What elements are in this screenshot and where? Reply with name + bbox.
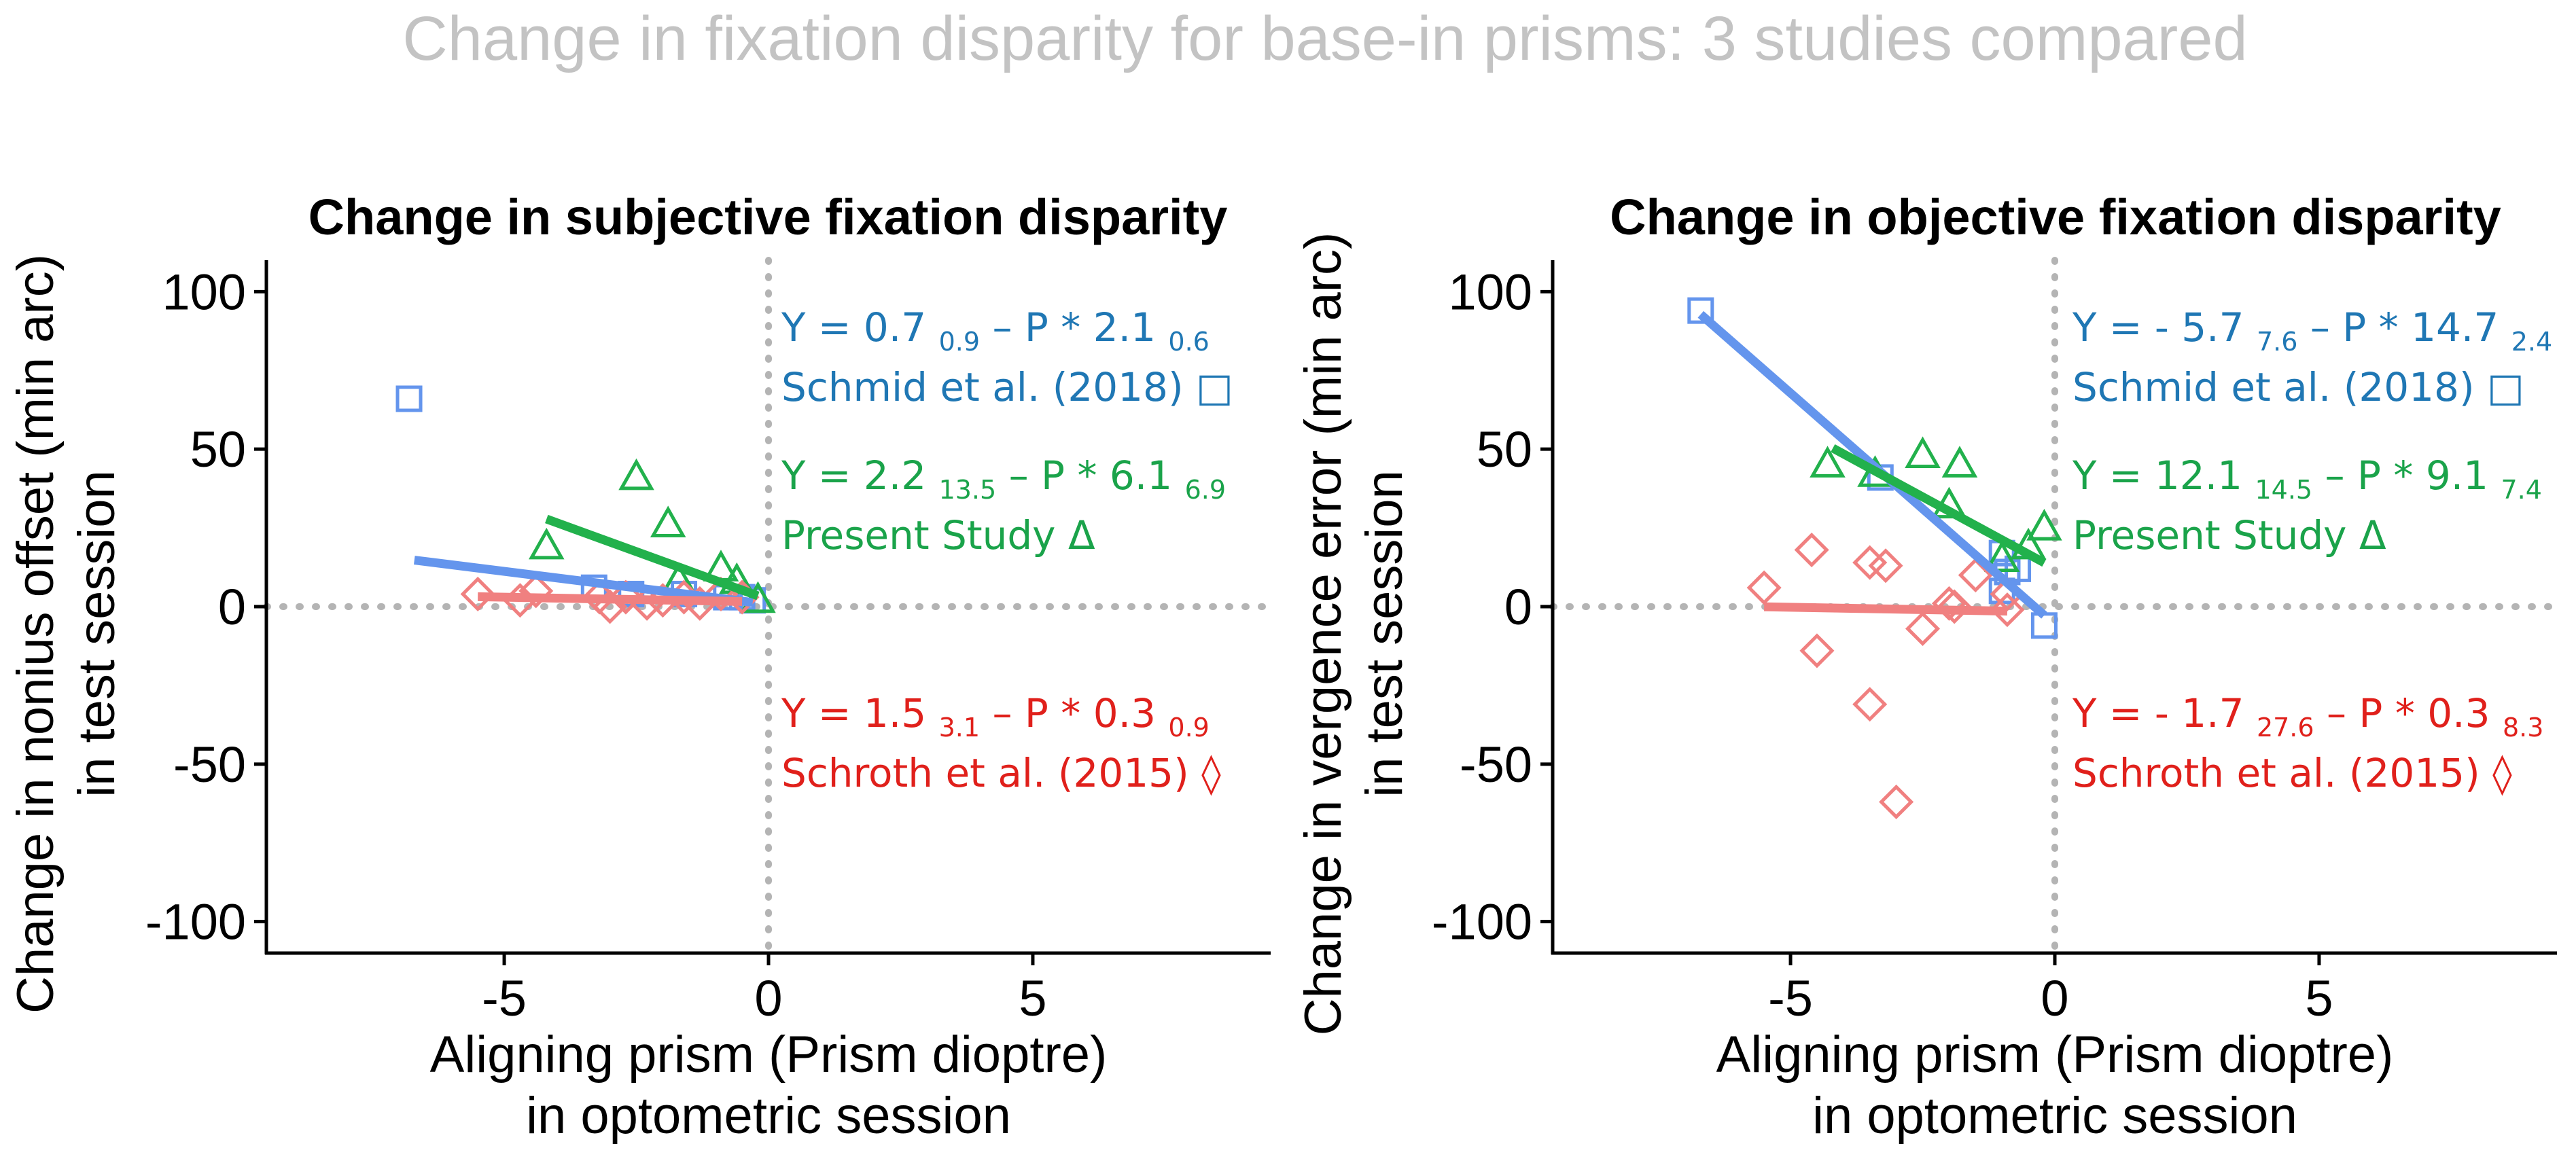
regression-equation-schmid: Y = 0.7 0.9 – P * 2.1 0.6 (781, 304, 1210, 357)
equation-intercept-se: 27.6 (2257, 713, 2314, 742)
y-axis-label-line: in test session (1356, 470, 1413, 798)
y-tick-label: 0 (218, 579, 246, 635)
regression-equation-schmid: Y = - 5.7 7.6 – P * 14.7 2.4 (2072, 304, 2552, 357)
y-tick-label: 100 (1449, 264, 1532, 320)
regression-equation-schroth: Y = 1.5 3.1 – P * 0.3 0.9 (781, 690, 1210, 742)
equation-slope-se: 0.6 (1168, 327, 1209, 357)
y-axis-label: Change in vergence error (min arc)in tes… (1294, 232, 1413, 1036)
x-tick-label: -5 (1768, 970, 1813, 1026)
equation-slope-se: 7.4 (2501, 475, 2542, 505)
equation-slope: – P * 14.7 (2297, 304, 2511, 351)
equation-slope-se: 2.4 (2511, 327, 2552, 357)
legend-label-present: Present Study Δ (2072, 512, 2386, 558)
regression-equation-present: Y = 2.2 13.5 – P * 6.1 6.9 (781, 452, 1226, 505)
y-tick-label: 50 (190, 421, 246, 478)
equation-intercept-se: 0.9 (939, 327, 980, 357)
equation-intercept: Y = 1.5 (781, 690, 939, 736)
regression-line-present (545, 514, 760, 601)
equation-intercept: Y = 0.7 (781, 304, 939, 351)
data-point-diamond (460, 576, 495, 611)
equation-slope: – P * 0.3 (980, 690, 1168, 736)
x-tick-label: 0 (2041, 970, 2068, 1026)
y-tick-label: -100 (145, 894, 246, 950)
data-point-diamond (1794, 533, 1829, 568)
data-point-triangle (529, 527, 565, 560)
y-axis-label: Change in nonius offset (min arc)in test… (7, 254, 126, 1014)
x-tick-label: -5 (482, 970, 527, 1026)
y-tick-label: 0 (1504, 579, 1532, 635)
x-axis-label: Aligning prism (Prism dioptre) in optomet… (1716, 1026, 2394, 1145)
equation-slope: – P * 9.1 (2312, 452, 2501, 499)
equation-intercept-se: 13.5 (939, 475, 997, 505)
data-point-diamond (1799, 633, 1835, 668)
panels: Change in subjective fixation disparity 1… (7, 189, 2560, 1145)
regression-line-schmid (414, 556, 754, 607)
y-axis-label-line: in test session (68, 470, 126, 798)
data-point-diamond (1879, 784, 1914, 819)
data-point-diamond (518, 573, 554, 609)
x-axis-label-line: Aligning prism (Prism dioptre) (1716, 1026, 2394, 1084)
data-point-diamond (1990, 592, 2025, 628)
data-point-triangle (2026, 509, 2062, 541)
legend-label-schroth: Schroth et al. (2015) ◊ (781, 750, 1221, 796)
data-point-triangle (1941, 446, 1978, 478)
y-axis-label-line: Change in nonius offset (min arc) (7, 254, 65, 1014)
equation-slope: – P * 6.1 (996, 452, 1184, 499)
legend-label-schmid: Schmid et al. (2018) □ (2072, 364, 2524, 410)
legend-label-schmid: Schmid et al. (2018) □ (781, 364, 1233, 410)
chart-panel-1: Change in subjective fixation disparity 1… (7, 189, 1274, 1145)
y-tick-label: -50 (1460, 736, 1532, 793)
legend-label-schroth: Schroth et al. (2015) ◊ (2072, 750, 2512, 796)
data-point-diamond (1958, 558, 1993, 593)
data-point-triangle (1810, 446, 1846, 478)
x-axis-label-line: in optometric session (1812, 1087, 2297, 1145)
regression-equation-schroth: Y = - 1.7 27.6 – P * 0.3 8.3 (2072, 690, 2543, 742)
data-point-square (1687, 297, 1714, 324)
equation-slope-se: 6.9 (1185, 475, 1226, 505)
regression-equation-present: Y = 12.1 14.5 – P * 9.1 7.4 (2072, 452, 2542, 505)
equation-intercept: Y = - 1.7 (2072, 690, 2257, 736)
x-tick-label: 5 (2305, 970, 2333, 1026)
y-tick-label: -50 (173, 736, 246, 793)
equation-intercept-se: 14.5 (2255, 475, 2312, 505)
x-axis-label-line: Aligning prism (Prism dioptre) (430, 1026, 1108, 1084)
x-tick-label: 5 (1019, 970, 1046, 1026)
data-point-triangle (650, 505, 686, 537)
data-point-diamond (1852, 687, 1888, 722)
equation-slope-se: 0.9 (1168, 713, 1209, 742)
regression-line-schroth (478, 592, 743, 606)
data-point-triangle (1983, 540, 2020, 572)
data-point-diamond (1746, 570, 1782, 605)
equation-intercept-se: 3.1 (939, 713, 980, 742)
y-tick-label: 100 (162, 264, 246, 320)
equation-intercept-se: 7.6 (2257, 327, 2297, 357)
equation-intercept: Y = 12.1 (2072, 452, 2255, 499)
y-tick-label: -100 (1432, 894, 1532, 950)
data-point-triangle (1905, 436, 1941, 468)
data-point-diamond (1905, 611, 1941, 646)
equation-intercept: Y = 2.2 (781, 452, 939, 499)
figure-suptitle: Change in fixation disparity for base-in… (402, 4, 2247, 73)
legend-label-present: Present Study Δ (781, 512, 1095, 558)
panel-title: Change in objective fixation disparity (1610, 189, 2501, 245)
equation-slope-se: 8.3 (2503, 713, 2543, 742)
regression-line-present (1831, 444, 2047, 567)
panel-title: Change in subjective fixation disparity (308, 189, 1228, 245)
x-tick-label: 0 (754, 970, 782, 1026)
y-axis-label-line: Change in vergence error (min arc) (1294, 232, 1352, 1036)
x-axis-label: Aligning prism (Prism dioptre) in optomet… (430, 1026, 1108, 1145)
equation-slope: – P * 2.1 (980, 304, 1168, 351)
data-point-triangle (618, 458, 654, 490)
data-point-square (395, 385, 423, 412)
data-point-diamond (1937, 589, 1972, 624)
equation-slope: – P * 0.3 (2314, 690, 2503, 736)
regression-line-schroth (1764, 602, 2008, 616)
y-tick-label: 50 (1477, 421, 1532, 478)
series-schroth (1746, 533, 2025, 819)
x-axis-label-line: in optometric session (526, 1087, 1011, 1145)
equation-intercept: Y = - 5.7 (2072, 304, 2257, 351)
chart-panel-2: Change in objective fixation disparity 10… (1294, 189, 2560, 1145)
data-point-diamond (1868, 548, 1903, 584)
